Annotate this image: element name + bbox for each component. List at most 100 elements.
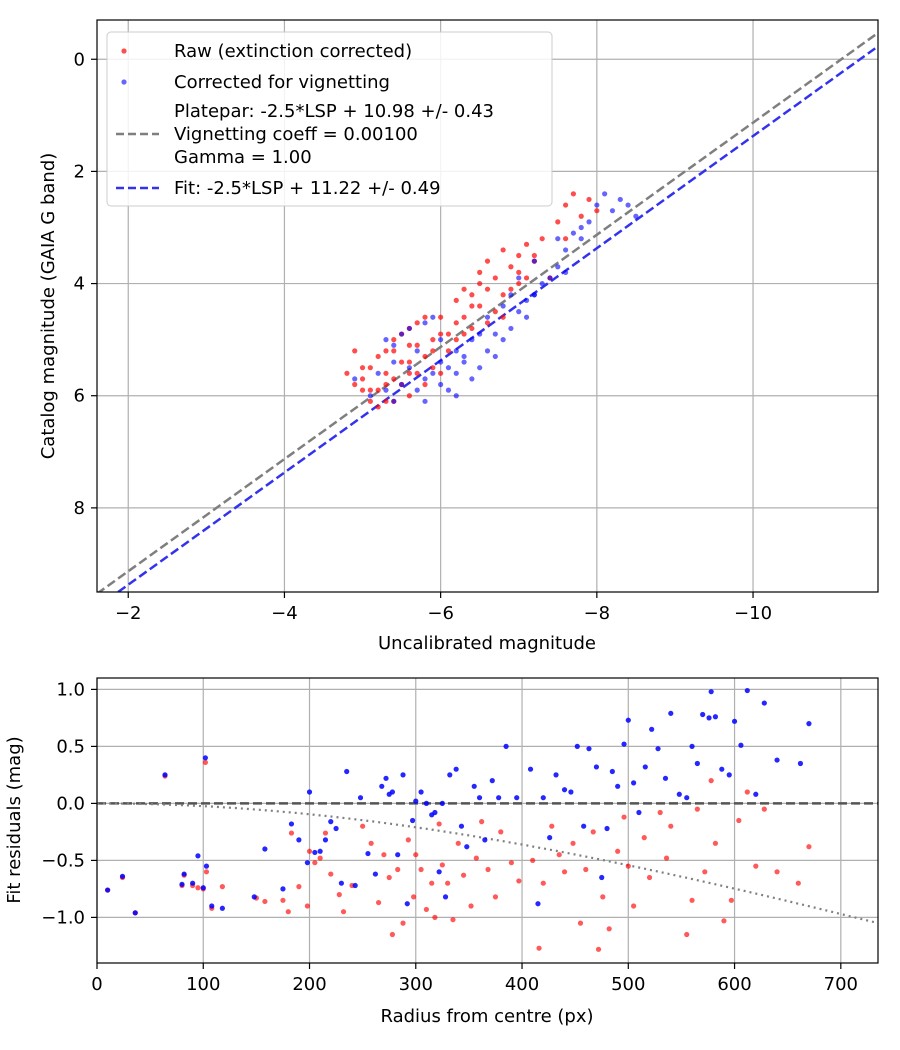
corrected-residual-point [383,775,389,781]
raw-residual-point [498,829,504,835]
raw-point [375,353,381,360]
raw-point [461,314,467,320]
raw-residual-point [479,819,485,825]
corrected-point [602,191,608,197]
corrected-residual-point [471,783,477,789]
corrected-residual-point [535,901,541,907]
corrected-point [523,314,530,320]
top-x-axis-label: Uncalibrated magnitude [378,633,596,654]
corrected-point [508,292,514,298]
legend-frame [106,31,553,207]
bottom-x-axis-label: Radius from centre (px) [380,1006,593,1027]
corrected-residual-point [202,755,208,761]
corrected-point [445,387,452,393]
raw-residual-point [702,869,708,875]
raw-point [453,320,459,326]
bottom-x-tick-label: 0 [91,974,102,995]
raw-residual-point [411,894,417,900]
raw-residual-point [625,863,631,869]
top-x-tick-label: −10 [734,603,772,624]
corrected-residual-point [280,886,286,892]
top-x-tick-label: −6 [427,603,454,624]
raw-point [461,331,467,337]
legend-label-platepar: Platepar: -2.5*LSP + 10.98 +/- 0.43 [174,101,494,122]
top-axes-frame [96,19,879,593]
corrected-point [430,314,436,320]
raw-residual-point [436,821,442,827]
raw-point [383,381,389,388]
corrected-residual-point [668,710,674,716]
raw-point [461,286,467,292]
corrected-residual-point [503,743,509,750]
corrected-residual-point [379,783,385,789]
corrected-point [453,370,459,376]
raw-residual-point [473,855,479,861]
corrected-residual-point [738,742,744,748]
raw-point [508,286,514,292]
raw-residual-point [418,866,424,873]
corrected-residual-point [179,881,185,887]
raw-residual-point [285,909,291,915]
corrected-residual-point [209,903,215,909]
corrected-residual-point [190,880,196,886]
corrected-residual-point [436,869,442,875]
corrected-point [555,236,561,242]
corrected-point [633,213,639,219]
corrected-residual-point [547,835,553,841]
corrected-residual-point [753,791,759,797]
raw-point [430,337,436,343]
raw-point [469,303,475,309]
corrected-residual-point [482,837,488,843]
raw-residual-point [577,920,584,926]
top-x-tick-label: −4 [271,603,298,624]
corrected-residual-point [642,764,648,770]
corrected-point [383,337,389,343]
raw-residual-point [540,880,546,886]
raw-point [500,314,506,320]
corrected-point [617,196,623,203]
raw-residual-point [429,880,435,886]
corrected-residual-point [453,766,459,772]
corrected-residual-point [288,821,295,827]
raw-residual-point [413,852,419,858]
raw-point [406,359,412,365]
corrected-point [484,314,491,320]
raw-residual-point [694,806,700,812]
raw-residual-point [689,897,695,903]
corrected-residual-point [458,823,465,829]
raw-residual-point [536,945,542,951]
raw-residual-point [395,866,401,873]
corrected-residual-point [604,825,610,832]
corrected-residual-point [365,850,371,857]
raw-point [398,359,405,365]
raw-point [523,275,530,281]
raw-residual-point [450,917,456,923]
corrected-point [477,331,483,337]
corrected-point [523,297,530,303]
raw-point [375,404,381,410]
corrected-point [531,292,537,298]
corrected-residual-point [306,789,313,795]
corrected-point [438,337,444,343]
raw-residual-point [621,814,627,820]
raw-residual-point [744,789,750,795]
bottom-y-tick-label: 0.0 [56,793,85,814]
corrected-residual-point [774,757,780,763]
bottom-y-tick-label: −0.5 [41,850,85,871]
raw-residual-point [405,837,411,843]
corrected-residual-point [655,746,661,752]
raw-point [391,348,397,354]
corrected-residual-point [581,823,587,829]
raw-residual-point [195,885,201,891]
corrected-point [539,280,545,287]
corrected-residual-point [694,760,700,767]
raw-residual-point [312,860,318,866]
corrected-residual-point [372,871,378,877]
raw-point [367,398,373,404]
raw-residual-point [439,862,445,868]
top-fit-lines [97,31,878,592]
corrected-residual-point [514,795,520,801]
bottom-reference-lines [97,802,878,925]
raw-residual-point [668,823,674,829]
raw-point [531,252,537,259]
